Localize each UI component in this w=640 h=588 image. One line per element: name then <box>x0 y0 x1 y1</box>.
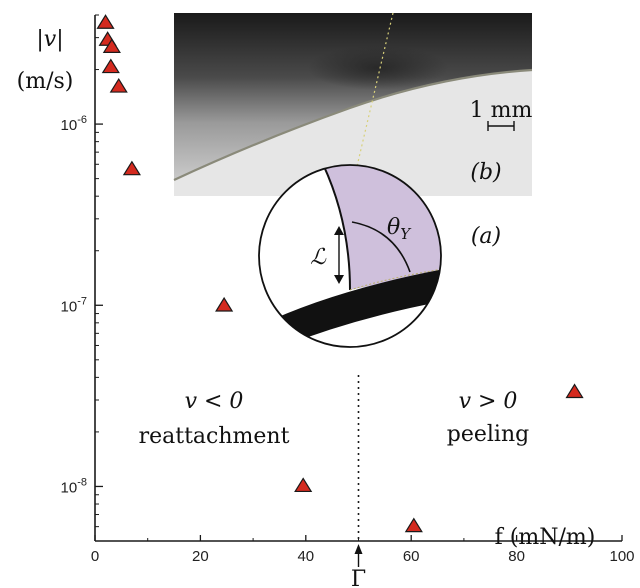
threshold-arrow-icon <box>354 544 363 567</box>
data-point-triangle <box>102 38 121 53</box>
data-point-triangle <box>101 58 120 74</box>
data-series <box>96 14 584 533</box>
data-point-triangle <box>294 477 313 493</box>
photo-panel-label: (b) <box>470 160 501 185</box>
y-tick-label: 10-6 <box>61 114 87 134</box>
y-tick-label: 10-8 <box>61 476 87 496</box>
data-point-triangle <box>215 296 234 312</box>
y-axis-label-bottom: (m/s) <box>17 69 74 94</box>
data-point-triangle <box>122 160 141 176</box>
y-axis-label-top: |v| <box>36 27 63 52</box>
x-tick-label: 0 <box>91 548 99 565</box>
scale-bar-label: 1 mm <box>470 98 533 123</box>
region-reattachment: v < 0 reattachment <box>139 389 290 449</box>
x-tick-label: 40 <box>297 548 314 565</box>
threshold-label: Γ <box>351 567 366 588</box>
x-axis-label: f (mN/m) <box>495 525 596 550</box>
x-tick-label: 60 <box>403 548 420 565</box>
x-axis-ticks: 0 20 40 60 80 100 <box>91 535 635 565</box>
x-tick-label: 100 <box>609 548 634 565</box>
region-condition-negative: v < 0 <box>185 389 244 414</box>
data-point-triangle <box>404 517 423 533</box>
x-tick-label: 20 <box>192 548 209 565</box>
inset-photo: 1 mm (b) <box>173 12 533 197</box>
data-point-triangle <box>109 77 128 93</box>
length-symbol: ℒ <box>310 245 327 270</box>
region-label-reattachment: reattachment <box>139 424 290 449</box>
region-condition-positive: v > 0 <box>459 389 518 414</box>
x-tick-label: 80 <box>508 548 525 565</box>
y-tick-label: 10-7 <box>61 295 87 315</box>
data-point-triangle <box>96 14 115 29</box>
region-peeling: v > 0 peeling <box>447 389 529 447</box>
data-point-triangle <box>565 383 584 399</box>
schematic-panel-label: (a) <box>471 224 501 249</box>
region-label-peeling: peeling <box>447 422 529 447</box>
